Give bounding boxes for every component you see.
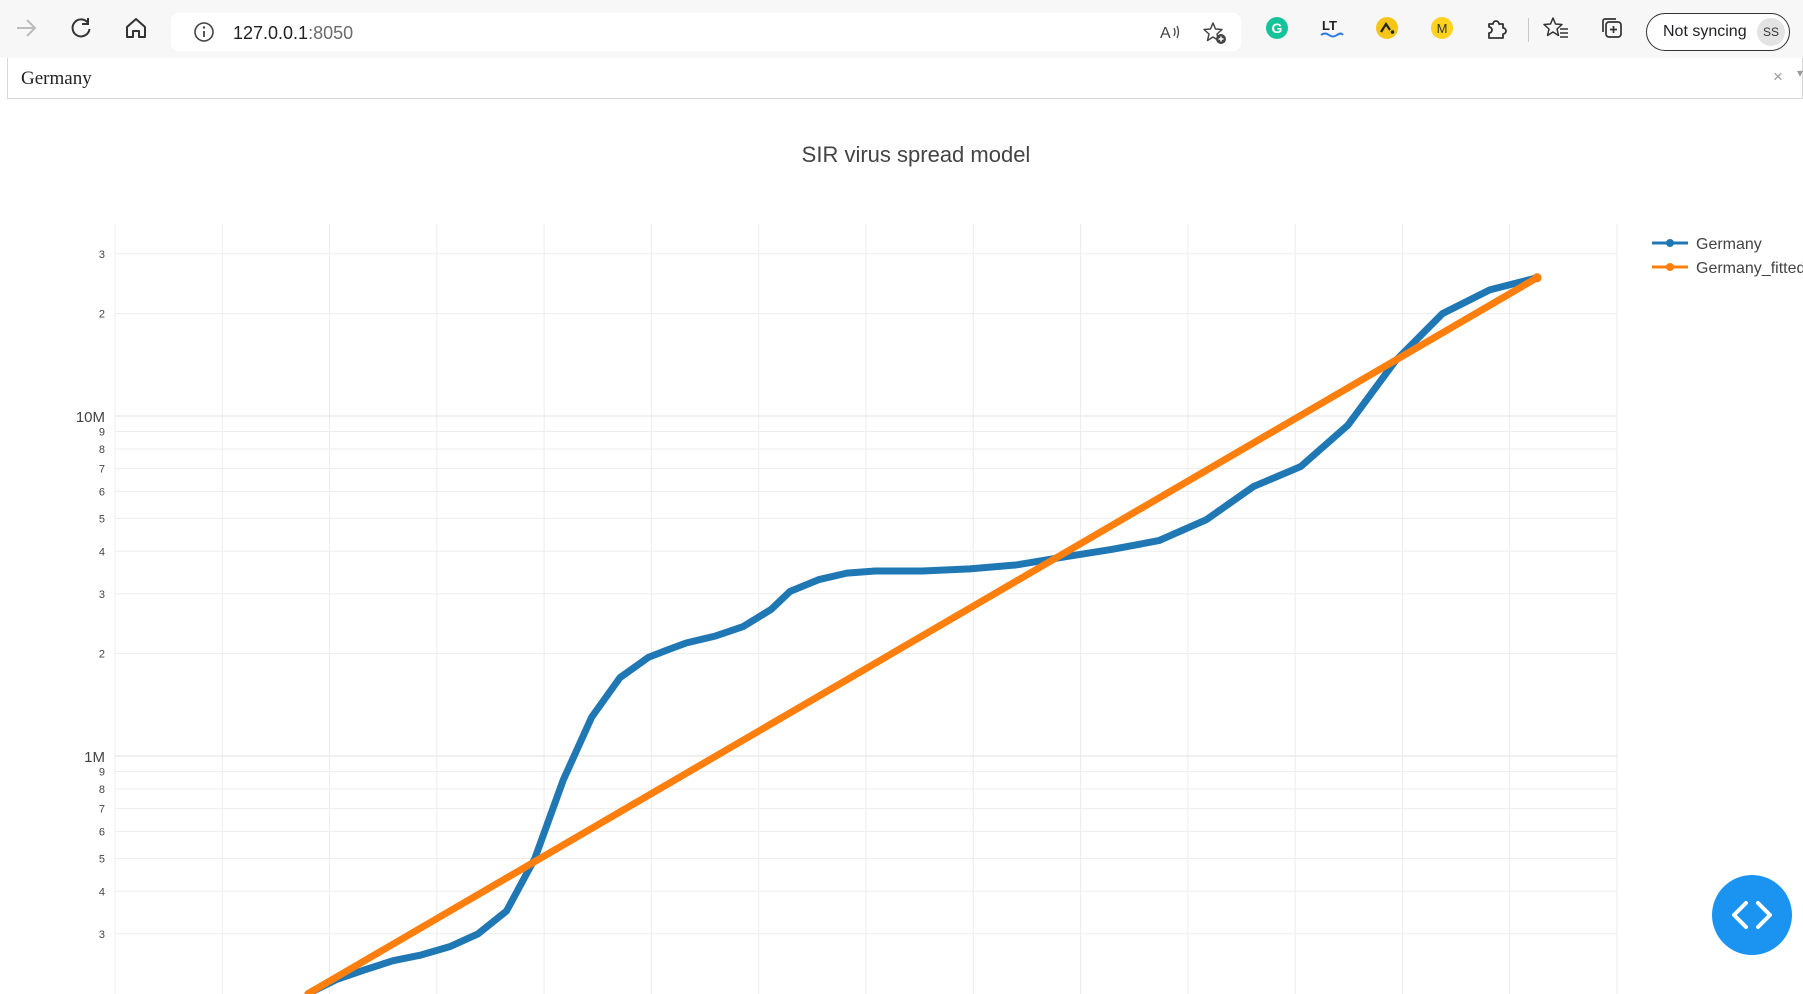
y-tick-label-major: 10M — [76, 409, 105, 426]
y-tick-label-minor: 4 — [99, 886, 105, 898]
sir-chart: 1M 10M 3 4 5 6 7 8 9 2 3 4 5 6 7 8 9 2 3 SIR virus spread … — [76, 142, 1803, 994]
url-port: :8050 — [308, 23, 354, 43]
grammarly-extension-icon[interactable]: G — [1261, 12, 1293, 44]
svg-text:LT: LT — [1322, 18, 1337, 33]
y-tick-label-minor: 6 — [99, 486, 105, 498]
y-tick-label-minor: 7 — [99, 804, 105, 816]
url-text[interactable]: 127.0.0.1:8050 — [233, 23, 353, 44]
clear-selection-icon[interactable]: × — [1773, 67, 1783, 86]
profile-sync-button[interactable]: Not syncing SS — [1646, 13, 1790, 51]
series-point — [1532, 273, 1542, 283]
y-tick-label-minor: 3 — [99, 589, 105, 601]
collections-icon[interactable] — [1596, 12, 1628, 44]
y-tick-label-minor: 5 — [99, 853, 105, 865]
browser-toolbar: 127.0.0.1:8050 A G LT M Not syncing SS — [0, 0, 1803, 58]
sync-status-label: Not syncing — [1663, 23, 1747, 40]
svg-text:M: M — [1437, 21, 1448, 36]
y-tick-label-minor: 6 — [99, 826, 105, 838]
y-tick-label-major: 1M — [84, 749, 105, 766]
y-tick-label-minor: 3 — [99, 929, 105, 941]
dropdown-selected-value: Germany — [21, 68, 92, 89]
favorites-icon[interactable] — [1540, 12, 1572, 44]
m-extension-icon[interactable]: M — [1426, 12, 1458, 44]
y-tick-label-minor: 2 — [99, 309, 105, 321]
svg-text:G: G — [1272, 20, 1283, 36]
legend-swatch-marker — [1666, 239, 1674, 247]
y-tick-label-minor: 8 — [99, 444, 105, 456]
languagetool-extension-icon[interactable]: LT — [1316, 12, 1348, 44]
toolbar-divider — [1528, 18, 1529, 42]
chevron-down-icon[interactable]: ▾ — [1797, 66, 1803, 80]
refresh-icon[interactable] — [65, 12, 97, 44]
extensions-puzzle-icon[interactable] — [1481, 12, 1513, 44]
series-line-germany-fitted — [304, 274, 1541, 994]
yellow-extension-icon[interactable] — [1371, 12, 1403, 44]
back-arrow-icon[interactable] — [10, 12, 42, 44]
y-tick-label-minor: 2 — [99, 649, 105, 661]
site-info-icon[interactable] — [193, 21, 215, 48]
country-dropdown[interactable]: Germany × ▾ — [7, 58, 1803, 99]
address-bar[interactable]: 127.0.0.1:8050 A — [171, 13, 1241, 51]
y-tick-label-minor: 8 — [99, 784, 105, 796]
svg-text:A: A — [1160, 25, 1171, 42]
series-line-germany — [304, 274, 1541, 994]
add-favorite-icon[interactable] — [1202, 20, 1228, 51]
y-tick-label-minor: 9 — [99, 427, 105, 439]
dev-tools-button[interactable] — [1712, 875, 1792, 955]
home-icon[interactable] — [120, 12, 152, 44]
read-aloud-icon[interactable]: A — [1158, 20, 1182, 49]
y-tick-label-minor: 7 — [99, 464, 105, 476]
avatar: SS — [1757, 18, 1785, 46]
chart-title: SIR virus spread model — [802, 142, 1031, 167]
code-brackets-icon — [1732, 901, 1772, 929]
y-tick-label-minor: 5 — [99, 513, 105, 525]
legend-label: Germany — [1696, 236, 1762, 253]
y-tick-label-minor: 4 — [99, 546, 105, 558]
legend-swatch-marker — [1666, 263, 1674, 271]
url-host: 127.0.0.1 — [233, 23, 309, 43]
legend-label: Germany_fitted — [1696, 260, 1803, 277]
y-tick-label-minor: 3 — [99, 249, 105, 261]
y-tick-label-minor: 9 — [99, 767, 105, 779]
